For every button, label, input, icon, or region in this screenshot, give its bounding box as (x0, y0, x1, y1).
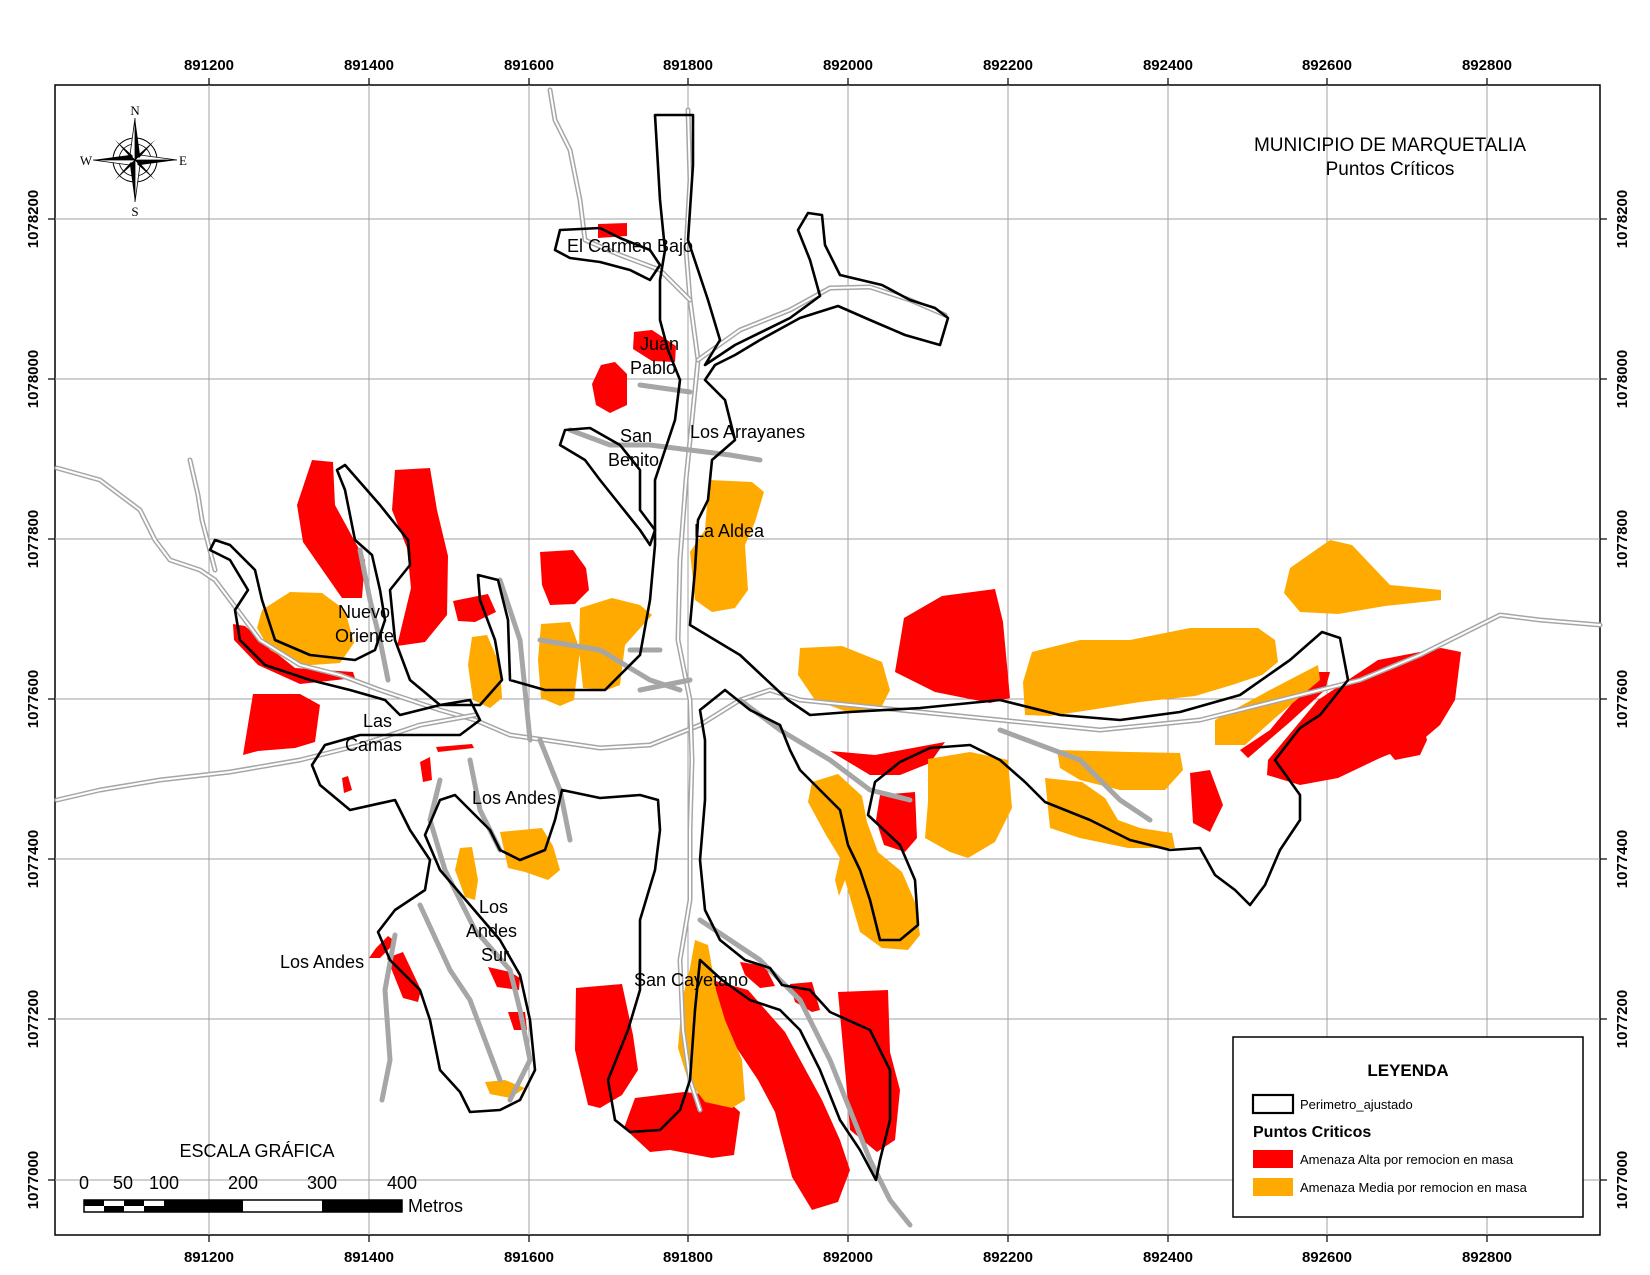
legend-title: LEYENDA (1367, 1061, 1448, 1080)
x-tick-label: 892800 (1462, 1249, 1512, 1266)
place-labels: El Carmen Bajo Juan Pablo San Benito Los… (280, 236, 805, 990)
y-tick-label: 1077200 (1614, 990, 1631, 1048)
y-tick-label: 1078000 (25, 350, 42, 408)
map-title: MUNICIPIO DE MARQUETALIA (1254, 135, 1526, 156)
scale-label: 100 (149, 1173, 179, 1193)
compass-w: W (80, 153, 93, 168)
place-label-los-andes-sur-3: Sur (481, 945, 509, 965)
scale-label: 400 (387, 1173, 417, 1193)
scale-label: 0 (79, 1173, 89, 1193)
place-label-san-benito-2: Benito (608, 450, 659, 470)
scale-label: 200 (228, 1173, 258, 1193)
x-tick-label: 892000 (823, 1249, 873, 1266)
x-tick-label: 892600 (1302, 1249, 1352, 1266)
x-axis-labels-top: 891200 891400 891600 891800 892000 89220… (184, 57, 1512, 74)
x-tick-label: 892400 (1143, 57, 1193, 74)
y-tick-label: 1077400 (1614, 830, 1631, 888)
y-tick-label: 1077800 (25, 510, 42, 568)
road-network (54, 87, 1603, 1228)
y-tick-label: 1077600 (25, 670, 42, 728)
x-tick-label: 892800 (1462, 57, 1512, 74)
perimeter-outline (208, 113, 1350, 1182)
legend-medium-label: Amenaza Media por remocion en masa (1300, 1180, 1528, 1195)
place-label-san-benito-1: San (620, 426, 652, 446)
x-tick-label: 891800 (663, 1249, 713, 1266)
legend-high-label: Amenaza Alta por remocion en masa (1300, 1152, 1514, 1167)
y-axis-labels-left: 1078200 1078000 1077800 1077600 1077400 … (25, 190, 42, 1209)
place-label-san-cayetano: San Cayetano (634, 970, 748, 990)
legend: LEYENDA Perimetro_ajustado Puntos Critic… (1232, 1036, 1584, 1218)
y-tick-label: 1077000 (1614, 1151, 1631, 1209)
place-label-las-camas-2: Camas (345, 735, 402, 755)
place-label-los-andes-west: Los Andes (280, 952, 364, 972)
scale-label: 50 (113, 1173, 133, 1193)
x-tick-label: 891600 (504, 1249, 554, 1266)
compass-n: N (130, 103, 140, 118)
place-label-los-andes-north: Los Andes (472, 788, 556, 808)
place-label-nuevo-oriente-2: Oriente (335, 626, 394, 646)
y-tick-label: 1078200 (25, 190, 42, 248)
y-tick-label: 1077200 (25, 990, 42, 1048)
x-tick-label: 892000 (823, 57, 873, 74)
x-tick-label: 891200 (184, 57, 234, 74)
legend-perimeter-swatch (1251, 1093, 1295, 1115)
place-label-juan-pablo-1: Juan (640, 334, 679, 354)
y-axis-labels-right: 1078200 1078000 1077800 1077600 1077400 … (1614, 190, 1631, 1209)
compass-s: S (131, 204, 138, 219)
x-tick-label: 892600 (1302, 57, 1352, 74)
y-tick-label: 1077800 (1614, 510, 1631, 568)
legend-perimeter-label: Perimetro_ajustado (1300, 1097, 1413, 1112)
legend-high-swatch (1253, 1150, 1293, 1168)
place-label-los-andes-sur-1: Los (479, 897, 508, 917)
compass-rose-icon: N S E W (80, 103, 187, 219)
x-tick-label: 891400 (344, 1249, 394, 1266)
scale-label: 300 (307, 1173, 337, 1193)
place-label-juan-pablo-2: Pablo (630, 358, 676, 378)
x-tick-label: 891600 (504, 57, 554, 74)
y-tick-label: 1077400 (25, 830, 42, 888)
y-tick-label: 1077600 (1614, 670, 1631, 728)
map-subtitle: Puntos Críticos (1326, 159, 1455, 180)
legend-medium-swatch (1253, 1178, 1293, 1196)
place-label-la-aldea: La Aldea (694, 521, 765, 541)
y-tick-label: 1078200 (1614, 190, 1631, 248)
x-tick-label: 892400 (1143, 1249, 1193, 1266)
scale-unit: Metros (408, 1196, 463, 1216)
x-tick-label: 891800 (663, 57, 713, 74)
place-label-nuevo-oriente-1: Nuevo (338, 602, 390, 622)
place-label-los-arrayanes: Los Arrayanes (690, 422, 805, 442)
x-tick-label: 892200 (983, 57, 1033, 74)
legend-section-title: Puntos Criticos (1253, 1124, 1371, 1141)
place-label-el-carmen-bajo: El Carmen Bajo (567, 236, 693, 256)
compass-e: E (179, 153, 187, 168)
scale-bar: ESCALA GRÁFICA 0 50 100 200 300 400 Metr… (79, 1141, 463, 1216)
x-tick-label: 891200 (184, 1249, 234, 1266)
x-tick-label: 892200 (983, 1249, 1033, 1266)
tick-marks (48, 78, 1607, 1242)
place-label-las-camas-1: Las (363, 711, 392, 731)
x-axis-labels-bottom: 891200 891400 891600 891800 892000 89220… (184, 1249, 1512, 1266)
place-label-los-andes-sur-2: Andes (466, 921, 517, 941)
x-tick-label: 891400 (344, 57, 394, 74)
y-tick-label: 1078000 (1614, 350, 1631, 408)
y-tick-label: 1077000 (25, 1151, 42, 1209)
coordinate-grid (55, 85, 1600, 1235)
scale-title: ESCALA GRÁFICA (179, 1141, 334, 1161)
